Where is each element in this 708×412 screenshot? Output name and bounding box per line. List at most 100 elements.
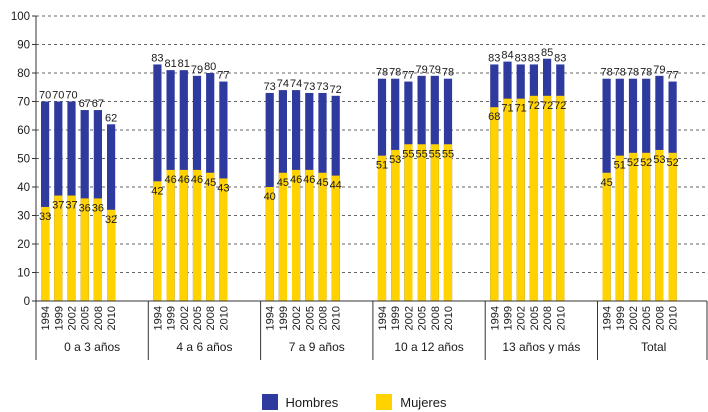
bar-mujeres [602,172,611,301]
data-label-hombres: 78 [640,67,652,79]
data-label-hombres: 77 [402,70,414,82]
data-label-mujeres: 55 [415,148,427,160]
bar-mujeres [305,169,314,301]
legend-swatch-mujeres [376,394,393,410]
x-tick-label: 2005 [304,306,316,330]
data-label-hombres: 67 [92,98,104,110]
data-label-mujeres: 37 [52,200,64,212]
x-tick-label: 1999 [278,306,290,330]
bar-mujeres [219,178,228,301]
data-label-mujeres: 55 [429,148,441,160]
data-label-mujeres: 36 [79,202,91,214]
bar-mujeres [668,152,677,301]
data-label-mujeres: 72 [528,100,540,112]
x-tick-label: 1999 [166,306,178,330]
bar-mujeres [153,181,162,301]
data-label-hombres: 78 [614,67,626,79]
data-label-mujeres: 33 [39,211,51,223]
bar-mujeres [166,169,175,301]
x-tick-label: 1994 [40,306,52,330]
x-tick-label: 2010 [331,306,343,330]
x-tick-label: 2002 [291,306,303,330]
x-tick-label: 2002 [403,306,415,330]
data-label-hombres: 81 [164,58,176,70]
bar-mujeres [503,98,512,302]
bar-mujeres [655,149,664,301]
data-label-mujeres: 42 [151,185,163,197]
data-label-hombres: 78 [600,67,612,79]
data-label-hombres: 83 [488,52,500,64]
data-label-hombres: 62 [105,112,117,124]
x-tick-label: 2010 [218,306,230,330]
data-label-hombres: 85 [541,47,553,59]
data-label-hombres: 77 [217,70,229,82]
bar-mujeres [443,144,453,301]
x-tick-label: 2010 [668,306,680,330]
bar-mujeres [192,169,202,301]
x-tick-label: 2005 [192,306,204,330]
data-label-hombres: 78 [442,67,454,79]
data-label-hombres: 83 [515,52,527,64]
data-label-hombres: 67 [79,98,91,110]
bar-mujeres [628,152,638,301]
data-label-mujeres: 46 [303,174,315,186]
y-tick-label-70: 70 [17,97,30,109]
data-label-hombres: 79 [429,64,441,76]
x-tick-label: 2005 [641,306,653,330]
y-tick-label-20: 20 [17,239,30,251]
group-label: 13 años y más [502,340,580,354]
data-label-hombres: 72 [330,84,342,96]
legend-swatch-hombres [261,394,278,410]
data-label-mujeres: 51 [614,160,626,172]
legend-item-hombres: Hombres [261,394,339,410]
legend-label-hombres: Hombres [285,394,339,410]
data-label-mujeres: 45 [277,177,289,189]
data-label-mujeres: 43 [217,182,229,194]
y-tick-label-100: 100 [11,11,30,23]
data-label-hombres: 73 [264,81,276,93]
bar-mujeres [265,187,274,301]
data-label-hombres: 84 [501,50,513,62]
bar-mujeres [318,172,327,301]
bar-mujeres [642,152,651,301]
data-label-hombres: 79 [415,64,427,76]
data-label-hombres: 73 [316,81,328,93]
data-label-mujeres: 46 [178,174,190,186]
data-label-mujeres: 52 [640,157,652,169]
y-tick-label-40: 40 [17,182,30,194]
data-label-mujeres: 46 [191,174,203,186]
bar-mujeres [417,144,426,301]
data-label-hombres: 70 [39,90,51,102]
y-tick-label-80: 80 [17,68,30,80]
bar-mujeres [80,198,89,301]
data-label-mujeres: 71 [515,103,527,115]
bar-mujeres [93,198,102,301]
x-tick-label: 1999 [390,306,402,330]
x-tick-label: 2005 [417,306,429,330]
data-label-hombres: 79 [653,64,665,76]
data-label-mujeres: 45 [600,177,612,189]
data-label-mujeres: 46 [290,174,302,186]
group-label: Total [641,340,666,354]
bar-mujeres [107,209,116,301]
x-tick-label: 2002 [516,306,528,330]
data-label-hombres: 78 [627,67,639,79]
bar-mujeres [377,155,387,301]
x-tick-label: 1999 [53,306,65,330]
legend-label-mujeres: Mujeres [400,394,447,410]
data-label-hombres: 74 [290,78,302,90]
bar-mujeres [430,144,439,301]
data-label-mujeres: 52 [666,157,678,169]
data-label-mujeres: 53 [389,154,401,166]
data-label-mujeres: 32 [105,214,117,226]
y-tick-label-10: 10 [17,268,30,280]
group-label: 10 a 12 años [394,340,463,354]
bar-mujeres [543,95,552,301]
x-tick-label: 2008 [93,306,105,330]
legend: Hombres Mujeres [0,392,708,412]
x-tick-label: 2010 [555,306,567,330]
group-label: 0 a 3 años [64,340,120,354]
x-tick-label: 2005 [529,306,541,330]
bar-mujeres [292,169,301,301]
